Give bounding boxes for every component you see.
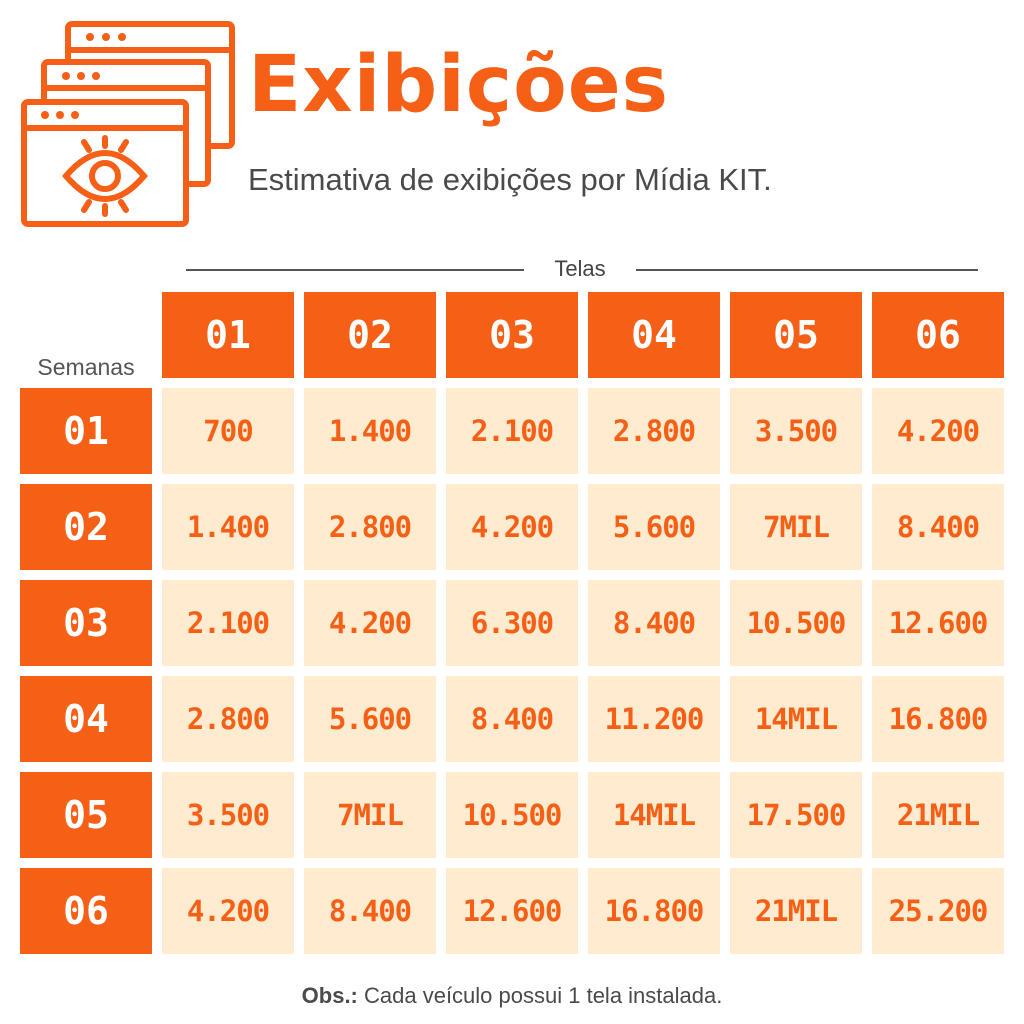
obs-text: Cada veículo possui 1 tela instalada. bbox=[357, 983, 723, 1008]
column-header: 02 bbox=[304, 292, 436, 378]
table-cell: 700 bbox=[162, 388, 294, 474]
table-cell: 12.600 bbox=[446, 868, 578, 954]
table-cell: 16.800 bbox=[872, 676, 1004, 762]
table-cell: 8.400 bbox=[446, 676, 578, 762]
table-cell: 2.100 bbox=[446, 388, 578, 474]
table-cell: 14MIL bbox=[588, 772, 720, 858]
table-cell: 2.800 bbox=[304, 484, 436, 570]
page-title: Exibições bbox=[248, 40, 670, 130]
row-header: 05 bbox=[20, 772, 152, 858]
row-header: 01 bbox=[20, 388, 152, 474]
table-cell: 16.800 bbox=[588, 868, 720, 954]
column-header: 05 bbox=[730, 292, 862, 378]
table-cell: 8.400 bbox=[588, 580, 720, 666]
table-cell: 14MIL bbox=[730, 676, 862, 762]
footer-note: Obs.: Cada veículo possui 1 tela instala… bbox=[0, 983, 1024, 1009]
row-header: 06 bbox=[20, 868, 152, 954]
table-cell: 5.600 bbox=[304, 676, 436, 762]
table-cell: 7MIL bbox=[304, 772, 436, 858]
table-cell: 6.300 bbox=[446, 580, 578, 666]
table-cell: 25.200 bbox=[872, 868, 1004, 954]
table-cell: 1.400 bbox=[304, 388, 436, 474]
row-header: 03 bbox=[20, 580, 152, 666]
column-header: 06 bbox=[872, 292, 1004, 378]
table-cell: 4.200 bbox=[872, 388, 1004, 474]
table-cell: 2.800 bbox=[588, 388, 720, 474]
column-header: 01 bbox=[162, 292, 294, 378]
table-cell: 5.600 bbox=[588, 484, 720, 570]
table-cell: 10.500 bbox=[730, 580, 862, 666]
obs-label: Obs.: bbox=[301, 983, 358, 1008]
divider-right bbox=[636, 269, 978, 271]
divider-left bbox=[186, 269, 524, 271]
browser-windows-eye-icon bbox=[21, 21, 235, 227]
row-header: 04 bbox=[20, 676, 152, 762]
row-header: 02 bbox=[20, 484, 152, 570]
column-header: 03 bbox=[446, 292, 578, 378]
table-cell: 3.500 bbox=[730, 388, 862, 474]
table-cell: 4.200 bbox=[446, 484, 578, 570]
table-cell: 21MIL bbox=[730, 868, 862, 954]
table-cell: 7MIL bbox=[730, 484, 862, 570]
table-cell: 8.400 bbox=[304, 868, 436, 954]
table-cell: 3.500 bbox=[162, 772, 294, 858]
table-cell: 4.200 bbox=[304, 580, 436, 666]
column-header: 04 bbox=[588, 292, 720, 378]
table-cell: 4.200 bbox=[162, 868, 294, 954]
table-cell: 12.600 bbox=[872, 580, 1004, 666]
table-cell: 1.400 bbox=[162, 484, 294, 570]
table-cell: 2.800 bbox=[162, 676, 294, 762]
table-cell: 2.100 bbox=[162, 580, 294, 666]
page-subtitle: Estimativa de exibições por Mídia KIT. bbox=[248, 162, 772, 197]
table-cell: 17.500 bbox=[730, 772, 862, 858]
table-cell: 8.400 bbox=[872, 484, 1004, 570]
row-group-label: Semanas bbox=[37, 354, 135, 380]
table-cell: 11.200 bbox=[588, 676, 720, 762]
column-group-label: Telas bbox=[554, 256, 606, 281]
table-cell: 10.500 bbox=[446, 772, 578, 858]
table-cell: 21MIL bbox=[872, 772, 1004, 858]
